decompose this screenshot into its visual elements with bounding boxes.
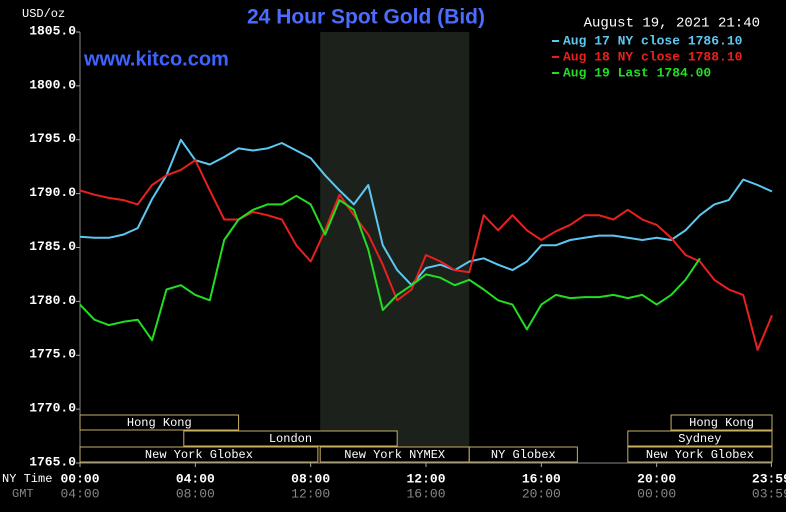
timestamp: August 19, 2021 21:40 (584, 16, 760, 32)
x-tick-label: 12:00 (406, 471, 445, 486)
session-bar (79, 446, 319, 463)
session-bar (627, 430, 773, 447)
session-bar (468, 446, 578, 463)
x2-tick-label: 04:00 (60, 486, 99, 501)
x2-tick-label: 08:00 (176, 486, 215, 501)
session-label: New York NYMEX (344, 448, 445, 462)
x-tick-label: 23:59 (752, 471, 786, 486)
x-tick-label: 16:00 (522, 471, 561, 486)
x-tick-label: 08:00 (291, 471, 330, 486)
x2-axis-label: GMT (12, 487, 34, 501)
y-axis-label: USD/oz (22, 7, 65, 21)
x2-tick-label: 20:00 (522, 486, 561, 501)
y-tick-label: 1775.0 (29, 347, 76, 362)
x2-tick-label: 12:00 (291, 486, 330, 501)
session-label: Hong Kong (689, 416, 754, 430)
x2-tick-label: 00:00 (637, 486, 676, 501)
series-line (79, 159, 773, 351)
session-bar (183, 430, 398, 447)
x-tick-label: 00:00 (60, 471, 99, 486)
session-label: Sydney (678, 432, 721, 446)
legend-label: Aug 18 NY close 1788.10 (563, 49, 743, 64)
watermark: www.kitco.com (83, 48, 229, 70)
y-tick-label: 1780.0 (29, 293, 76, 308)
session-bar (79, 414, 240, 431)
chart-title: 24 Hour Spot Gold (Bid) (247, 6, 485, 29)
legend-label: Aug 19 Last 1784.00 (563, 65, 711, 80)
session-label: New York Globex (145, 448, 253, 462)
session-label: New York Globex (646, 448, 754, 462)
y-tick-label: 1800.0 (29, 77, 76, 92)
y-tick-label: 1790.0 (29, 185, 76, 200)
x2-tick-label: 03:59 (752, 486, 786, 501)
x-tick-label: 20:00 (637, 471, 676, 486)
x2-tick-label: 16:00 (406, 486, 445, 501)
shaded-session (320, 32, 470, 463)
session-label: NY Globex (491, 448, 556, 462)
y-tick-label: 1805.0 (29, 23, 76, 38)
series-line (79, 194, 701, 342)
y-tick-label: 1795.0 (29, 131, 76, 146)
legend-label: Aug 17 NY close 1786.10 (563, 33, 743, 48)
session-bar (670, 414, 773, 431)
x-axis-label: NY Time (2, 472, 52, 486)
session-bar (627, 446, 773, 463)
y-tick-label: 1770.0 (29, 401, 76, 416)
session-label: Hong Kong (127, 416, 192, 430)
y-tick-label: 1785.0 (29, 239, 76, 254)
x-tick-label: 04:00 (176, 471, 215, 486)
y-tick-label: 1765.0 (29, 454, 76, 469)
session-label: London (269, 432, 312, 446)
